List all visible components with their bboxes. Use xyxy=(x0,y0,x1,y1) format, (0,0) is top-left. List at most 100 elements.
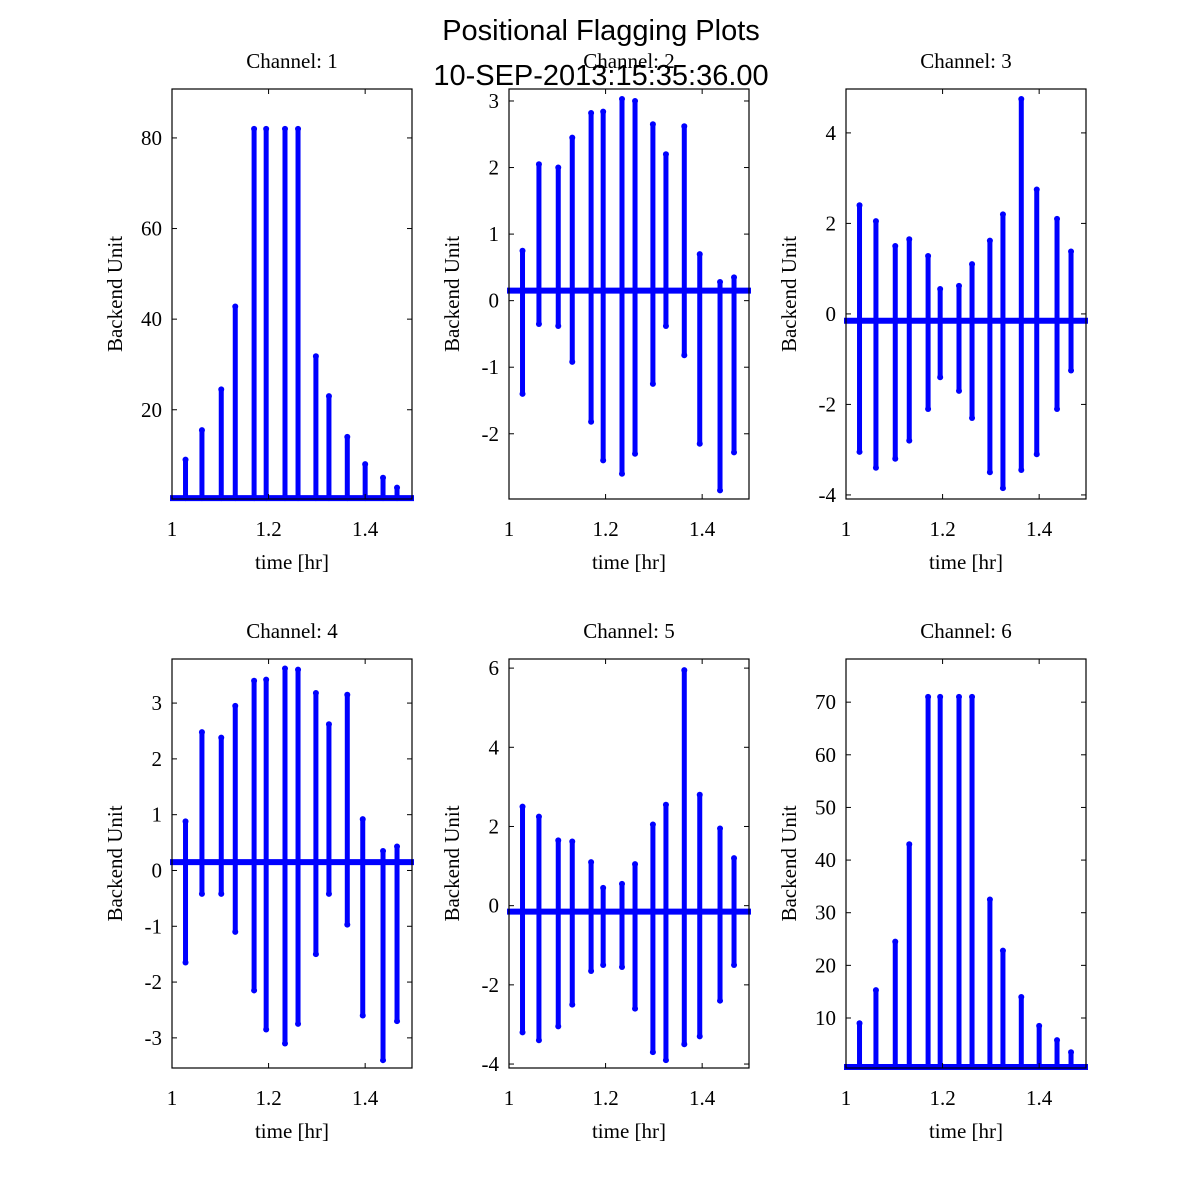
x-tick-label: 1.4 xyxy=(1026,517,1053,541)
data-point xyxy=(1054,215,1061,222)
data-point xyxy=(312,951,319,958)
data-point xyxy=(1018,95,1025,102)
data-point xyxy=(359,1012,366,1019)
data-point xyxy=(295,1020,302,1027)
y-tick-label: 60 xyxy=(141,217,162,241)
data-point xyxy=(632,1005,639,1012)
data-point xyxy=(681,1041,688,1048)
y-axis-label: Backend Unit xyxy=(440,805,464,921)
data-series xyxy=(507,667,751,1064)
panel-title: Channel: 4 xyxy=(246,619,338,643)
axes-frame xyxy=(845,88,1087,500)
data-point xyxy=(618,964,625,971)
y-tick-label: 60 xyxy=(815,743,836,767)
data-point xyxy=(251,677,258,684)
data-point xyxy=(251,125,258,132)
data-point xyxy=(999,947,1006,954)
data-point xyxy=(232,928,239,935)
data-point xyxy=(198,427,205,434)
x-tick-label: 1 xyxy=(504,517,515,541)
y-tick-label: 1 xyxy=(152,803,163,827)
data-point xyxy=(955,387,962,394)
y-tick-label: -4 xyxy=(819,483,837,507)
data-point xyxy=(649,121,656,128)
data-point xyxy=(999,211,1006,218)
y-axis-label: Backend Unit xyxy=(103,805,127,921)
data-point xyxy=(182,959,189,966)
y-tick-label: 2 xyxy=(826,211,837,235)
data-point xyxy=(569,838,576,845)
x-axis-label: time [hr] xyxy=(255,550,329,574)
data-point xyxy=(555,322,562,329)
x-axis-label: time [hr] xyxy=(592,1119,666,1143)
x-tick-label: 1 xyxy=(167,517,178,541)
y-axis-label: Backend Unit xyxy=(777,805,801,921)
y-tick-label: 30 xyxy=(815,901,836,925)
figure-title: Positional Flagging Plots xyxy=(442,15,760,47)
y-tick-label: 3 xyxy=(489,89,500,113)
data-point xyxy=(198,890,205,897)
data-point xyxy=(872,218,879,225)
y-tick-label: -2 xyxy=(819,392,837,416)
data-point xyxy=(263,125,270,132)
data-point xyxy=(925,405,932,412)
data-point xyxy=(600,108,607,115)
axes-frame xyxy=(845,658,1087,1069)
data-point xyxy=(232,303,239,310)
data-point xyxy=(519,803,526,810)
data-point xyxy=(731,449,738,456)
data-point xyxy=(569,358,576,365)
x-axis-label: time [hr] xyxy=(255,1119,329,1143)
data-point xyxy=(312,353,319,360)
y-tick-label: 2 xyxy=(152,747,163,771)
data-point xyxy=(717,825,724,832)
x-tick-label: 1.2 xyxy=(592,517,618,541)
x-axis-label: time [hr] xyxy=(592,550,666,574)
data-point xyxy=(519,390,526,397)
data-point xyxy=(600,457,607,464)
data-point xyxy=(856,448,863,455)
data-point xyxy=(232,702,239,709)
data-point xyxy=(1068,367,1075,374)
x-tick-label: 1.4 xyxy=(352,1086,379,1110)
data-point xyxy=(937,693,944,700)
y-tick-label: 6 xyxy=(489,656,500,680)
data-point xyxy=(925,693,932,700)
x-tick-label: 1.4 xyxy=(689,1086,716,1110)
data-point xyxy=(872,987,879,994)
data-point xyxy=(281,665,288,672)
x-tick-label: 1.2 xyxy=(929,1086,955,1110)
data-point xyxy=(218,890,225,897)
x-tick-label: 1.4 xyxy=(352,517,379,541)
data-point xyxy=(519,247,526,254)
data-point xyxy=(717,487,724,494)
data-point xyxy=(380,1057,387,1064)
data-point xyxy=(696,1033,703,1040)
figure-subtitle-timestamp: 10-SEP-2013:15:35:36.00 xyxy=(433,60,768,92)
y-tick-label: 4 xyxy=(826,121,837,145)
data-point xyxy=(394,1018,401,1025)
data-point xyxy=(182,818,189,825)
data-point xyxy=(569,1001,576,1008)
data-point xyxy=(588,109,595,116)
data-point xyxy=(986,237,993,244)
data-point xyxy=(662,801,669,808)
data-point xyxy=(731,962,738,969)
data-point xyxy=(717,279,724,286)
data-point xyxy=(295,125,302,132)
data-point xyxy=(569,134,576,141)
data-point xyxy=(380,847,387,854)
x-tick-label: 1.2 xyxy=(929,517,955,541)
data-point xyxy=(588,418,595,425)
x-axis-label: time [hr] xyxy=(929,1119,1003,1143)
data-point xyxy=(1018,993,1025,1000)
data-point xyxy=(295,666,302,673)
data-point xyxy=(662,322,669,329)
panel-channel-1: 1 1.2 1.4 20 40 60 80 Channel: 1 time [hr] Backen… xyxy=(103,49,414,574)
data-point xyxy=(892,938,899,945)
data-point xyxy=(681,667,688,674)
x-tick-label: 1 xyxy=(167,1086,178,1110)
data-point xyxy=(681,352,688,359)
y-tick-label: -2 xyxy=(145,970,163,994)
data-point xyxy=(263,1026,270,1033)
